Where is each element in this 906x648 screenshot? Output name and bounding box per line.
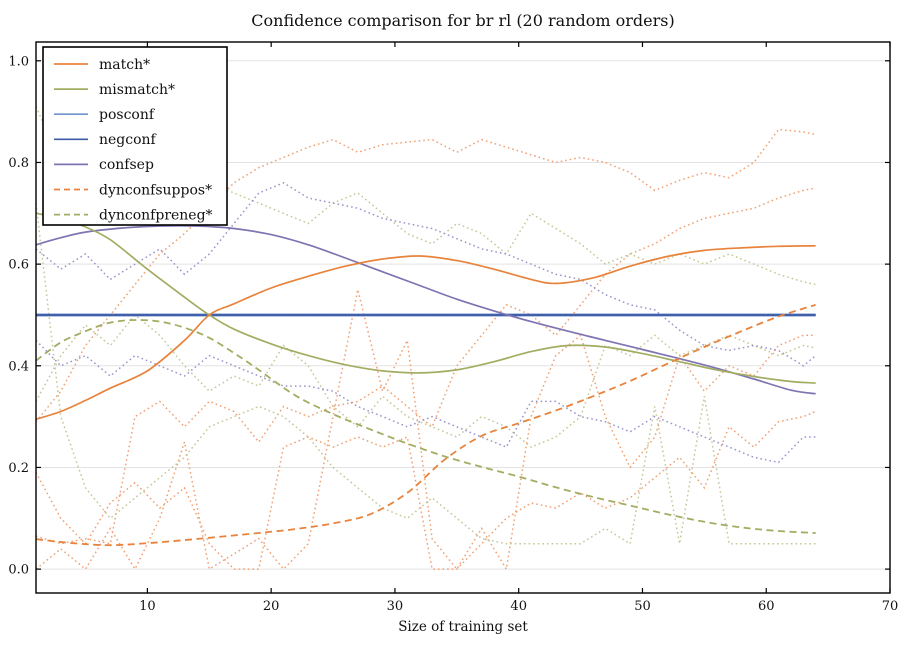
x-tick-label: 40 bbox=[510, 599, 527, 614]
legend-label: posconf bbox=[99, 107, 156, 123]
series-line-run-slate-1 bbox=[35, 181, 817, 367]
series-line-run-slate-2 bbox=[35, 339, 816, 464]
series-line-dynconfsuppos* bbox=[35, 303, 816, 547]
y-tick-label: 0.0 bbox=[8, 563, 29, 578]
series-line-run-olive-2 bbox=[35, 313, 816, 448]
y-tick-label: 1.0 bbox=[8, 54, 29, 69]
series-line-run-orange-4 bbox=[35, 289, 816, 572]
series-line-mismatch* bbox=[35, 212, 816, 384]
axes-box bbox=[35, 41, 891, 594]
y-tick-label: 0.2 bbox=[8, 461, 29, 476]
legend-label: match* bbox=[99, 57, 150, 73]
legend-label: negconf bbox=[99, 132, 158, 148]
legend-box bbox=[42, 46, 228, 226]
x-tick-label: 10 bbox=[139, 599, 156, 614]
y-tick-label: 0.6 bbox=[8, 258, 29, 273]
x-tick-label: 20 bbox=[263, 599, 280, 614]
x-tick-label: 50 bbox=[634, 599, 651, 614]
x-axis-label: Size of training set bbox=[398, 619, 528, 635]
legend-label: mismatch* bbox=[99, 82, 175, 98]
legend-label: dynconfsuppos* bbox=[99, 182, 212, 198]
series-line-run-olive-3 bbox=[35, 203, 816, 545]
x-tick-label: 60 bbox=[758, 599, 775, 614]
series-line-run-orange-3 bbox=[35, 410, 816, 570]
x-tick-label: 30 bbox=[387, 599, 404, 614]
series-line-confsep bbox=[35, 224, 816, 395]
series-line-dynconfpreneg* bbox=[35, 319, 816, 534]
x-tick-label: 70 bbox=[882, 599, 899, 614]
legend: match* mismatch* posconf negconf confsep dync… bbox=[42, 46, 228, 226]
y-tick-label: 0.4 bbox=[8, 359, 29, 374]
tick-layer: 10 20 30 40 50 60 70 0.0 0.2 0.4 0.6 0.8 1.0 bbox=[8, 42, 898, 614]
y-tick-label: 0.8 bbox=[8, 156, 29, 171]
chart-title: Confidence comparison for br rl (20 rand… bbox=[251, 11, 674, 30]
legend-label: dynconfpreneg* bbox=[99, 207, 213, 223]
series-layer bbox=[35, 106, 817, 572]
series-line-match* bbox=[35, 244, 816, 421]
legend-label: confsep bbox=[99, 157, 154, 173]
